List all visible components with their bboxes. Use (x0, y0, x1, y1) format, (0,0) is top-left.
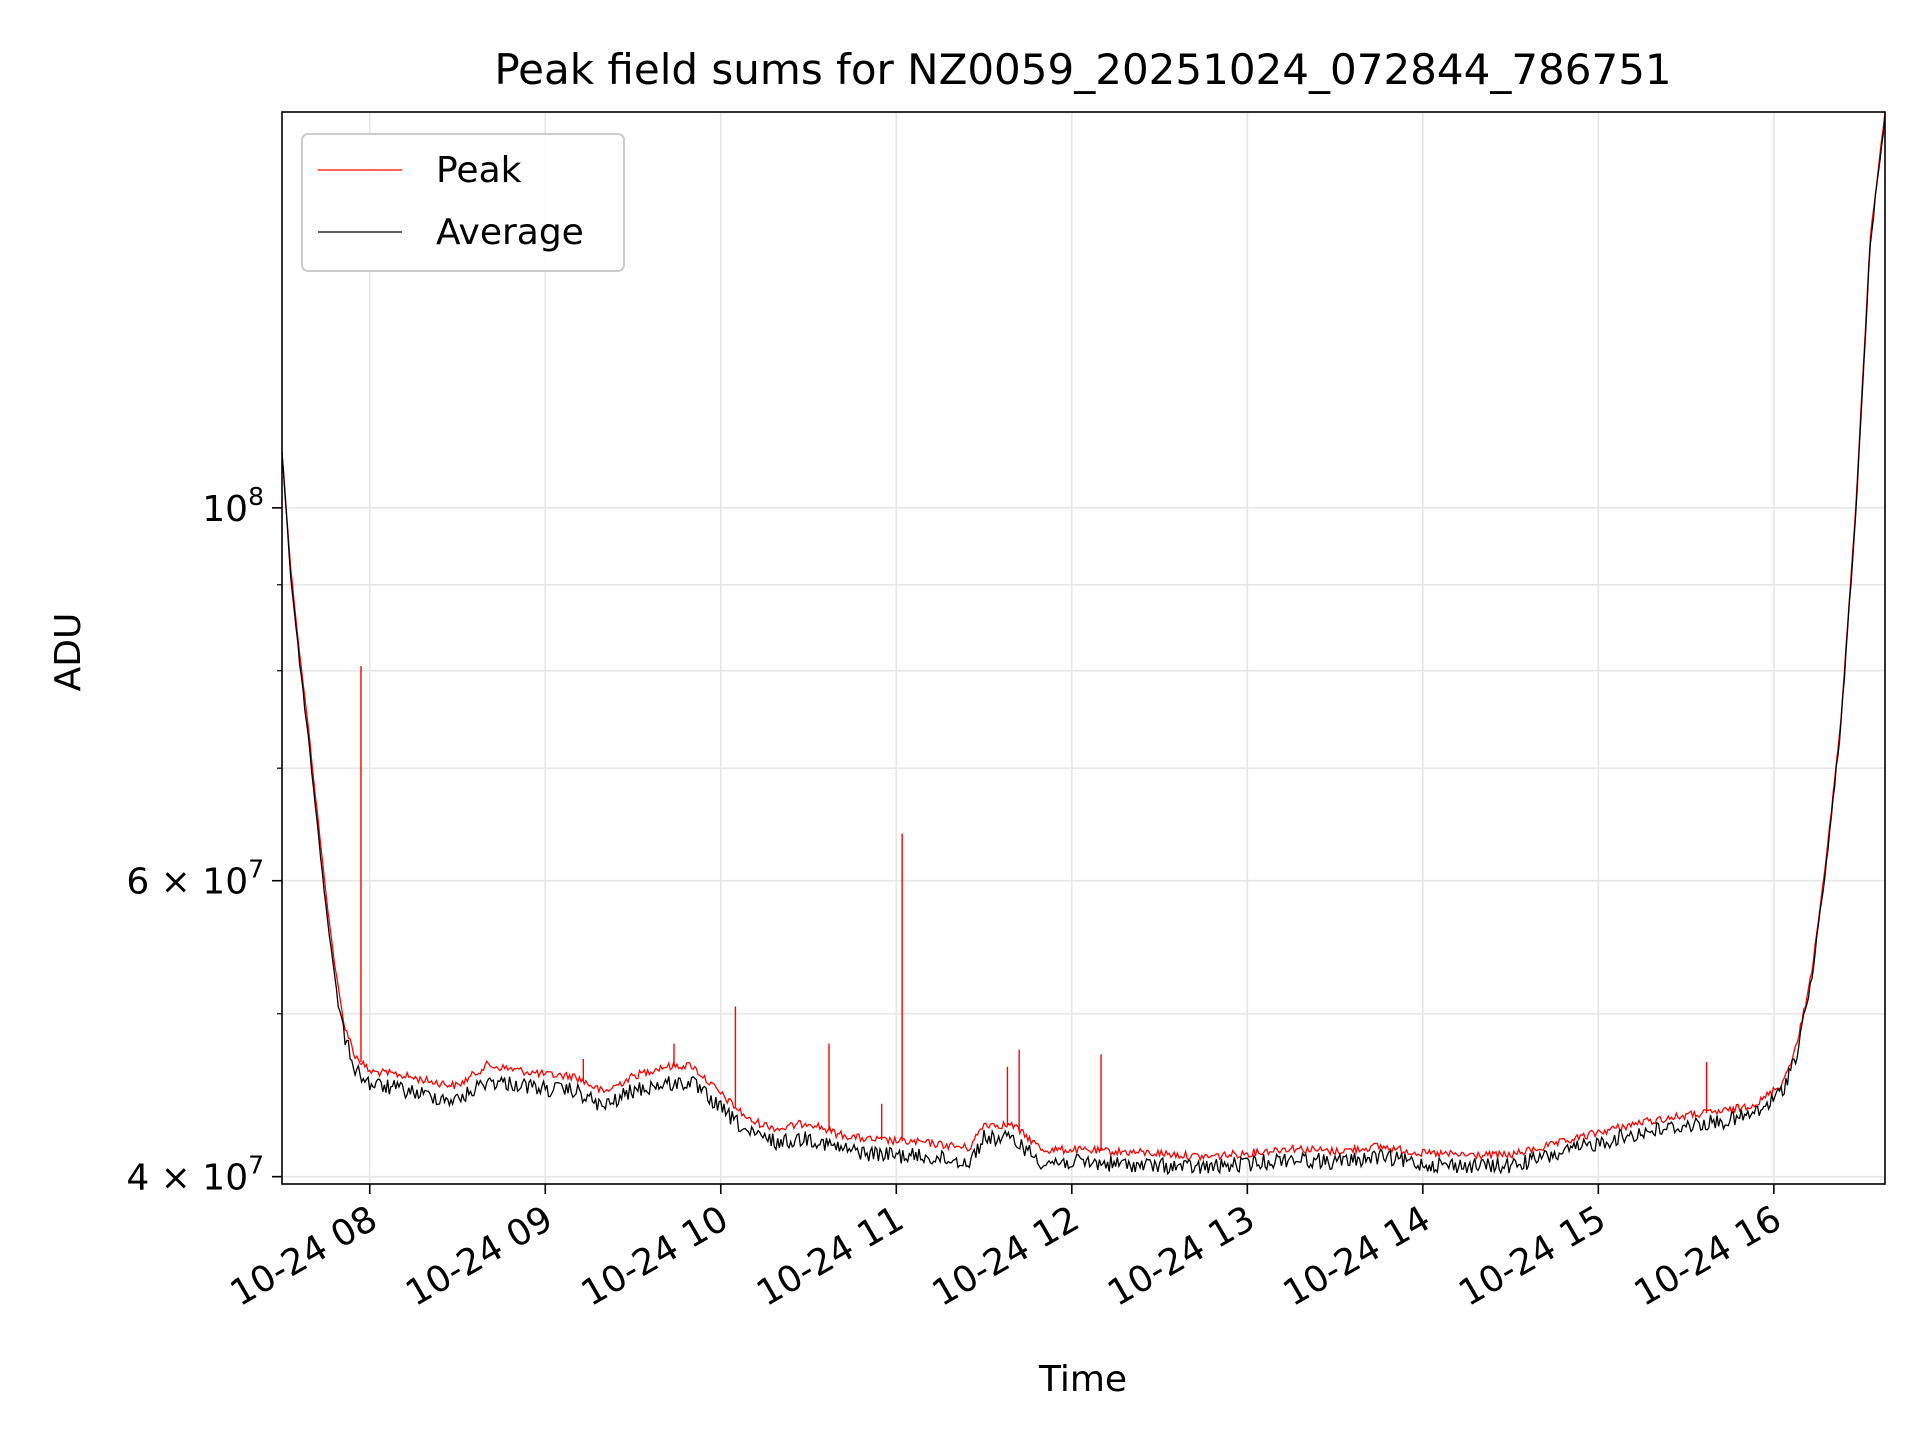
x-tick-label: 10-24 14 (1277, 1198, 1438, 1314)
y-tick-label: 4 × 107 (126, 1151, 264, 1199)
plot-frame (281, 111, 1886, 1185)
legend: Peak Average (301, 133, 625, 272)
series-line-average (281, 116, 1886, 1176)
chart-title: Peak field sums for NZ0059_20251024_0728… (494, 45, 1671, 94)
y-axis: 4 × 107 6 × 107 108 (126, 482, 282, 1199)
grid (282, 112, 1885, 1184)
legend-label-average: Average (436, 212, 584, 253)
series-layer (281, 111, 1886, 1176)
x-tick-label: 10-24 13 (1101, 1198, 1262, 1314)
x-tick-label: 10-24 15 (1452, 1198, 1613, 1314)
x-tick-label: 10-24 16 (1628, 1198, 1789, 1314)
x-tick-label: 10-24 08 (224, 1198, 385, 1314)
x-tick-label: 10-24 11 (750, 1198, 911, 1314)
x-axis-label: Time (1038, 1359, 1127, 1400)
legend-box (301, 133, 625, 272)
x-tick-label: 10-24 09 (399, 1198, 560, 1314)
legend-label-peak: Peak (436, 150, 522, 191)
y-tick-label: 108 (202, 482, 264, 530)
y-axis-label: ADU (48, 613, 89, 692)
x-tick-label: 10-24 10 (575, 1198, 736, 1314)
x-axis: 10-24 08 10-24 09 10-24 10 10-24 11 10-24 12… (224, 1184, 1789, 1315)
y-tick-label: 6 × 107 (126, 855, 264, 903)
x-tick-label: 10-24 12 (926, 1198, 1087, 1314)
series-line-peak (281, 111, 1886, 1162)
